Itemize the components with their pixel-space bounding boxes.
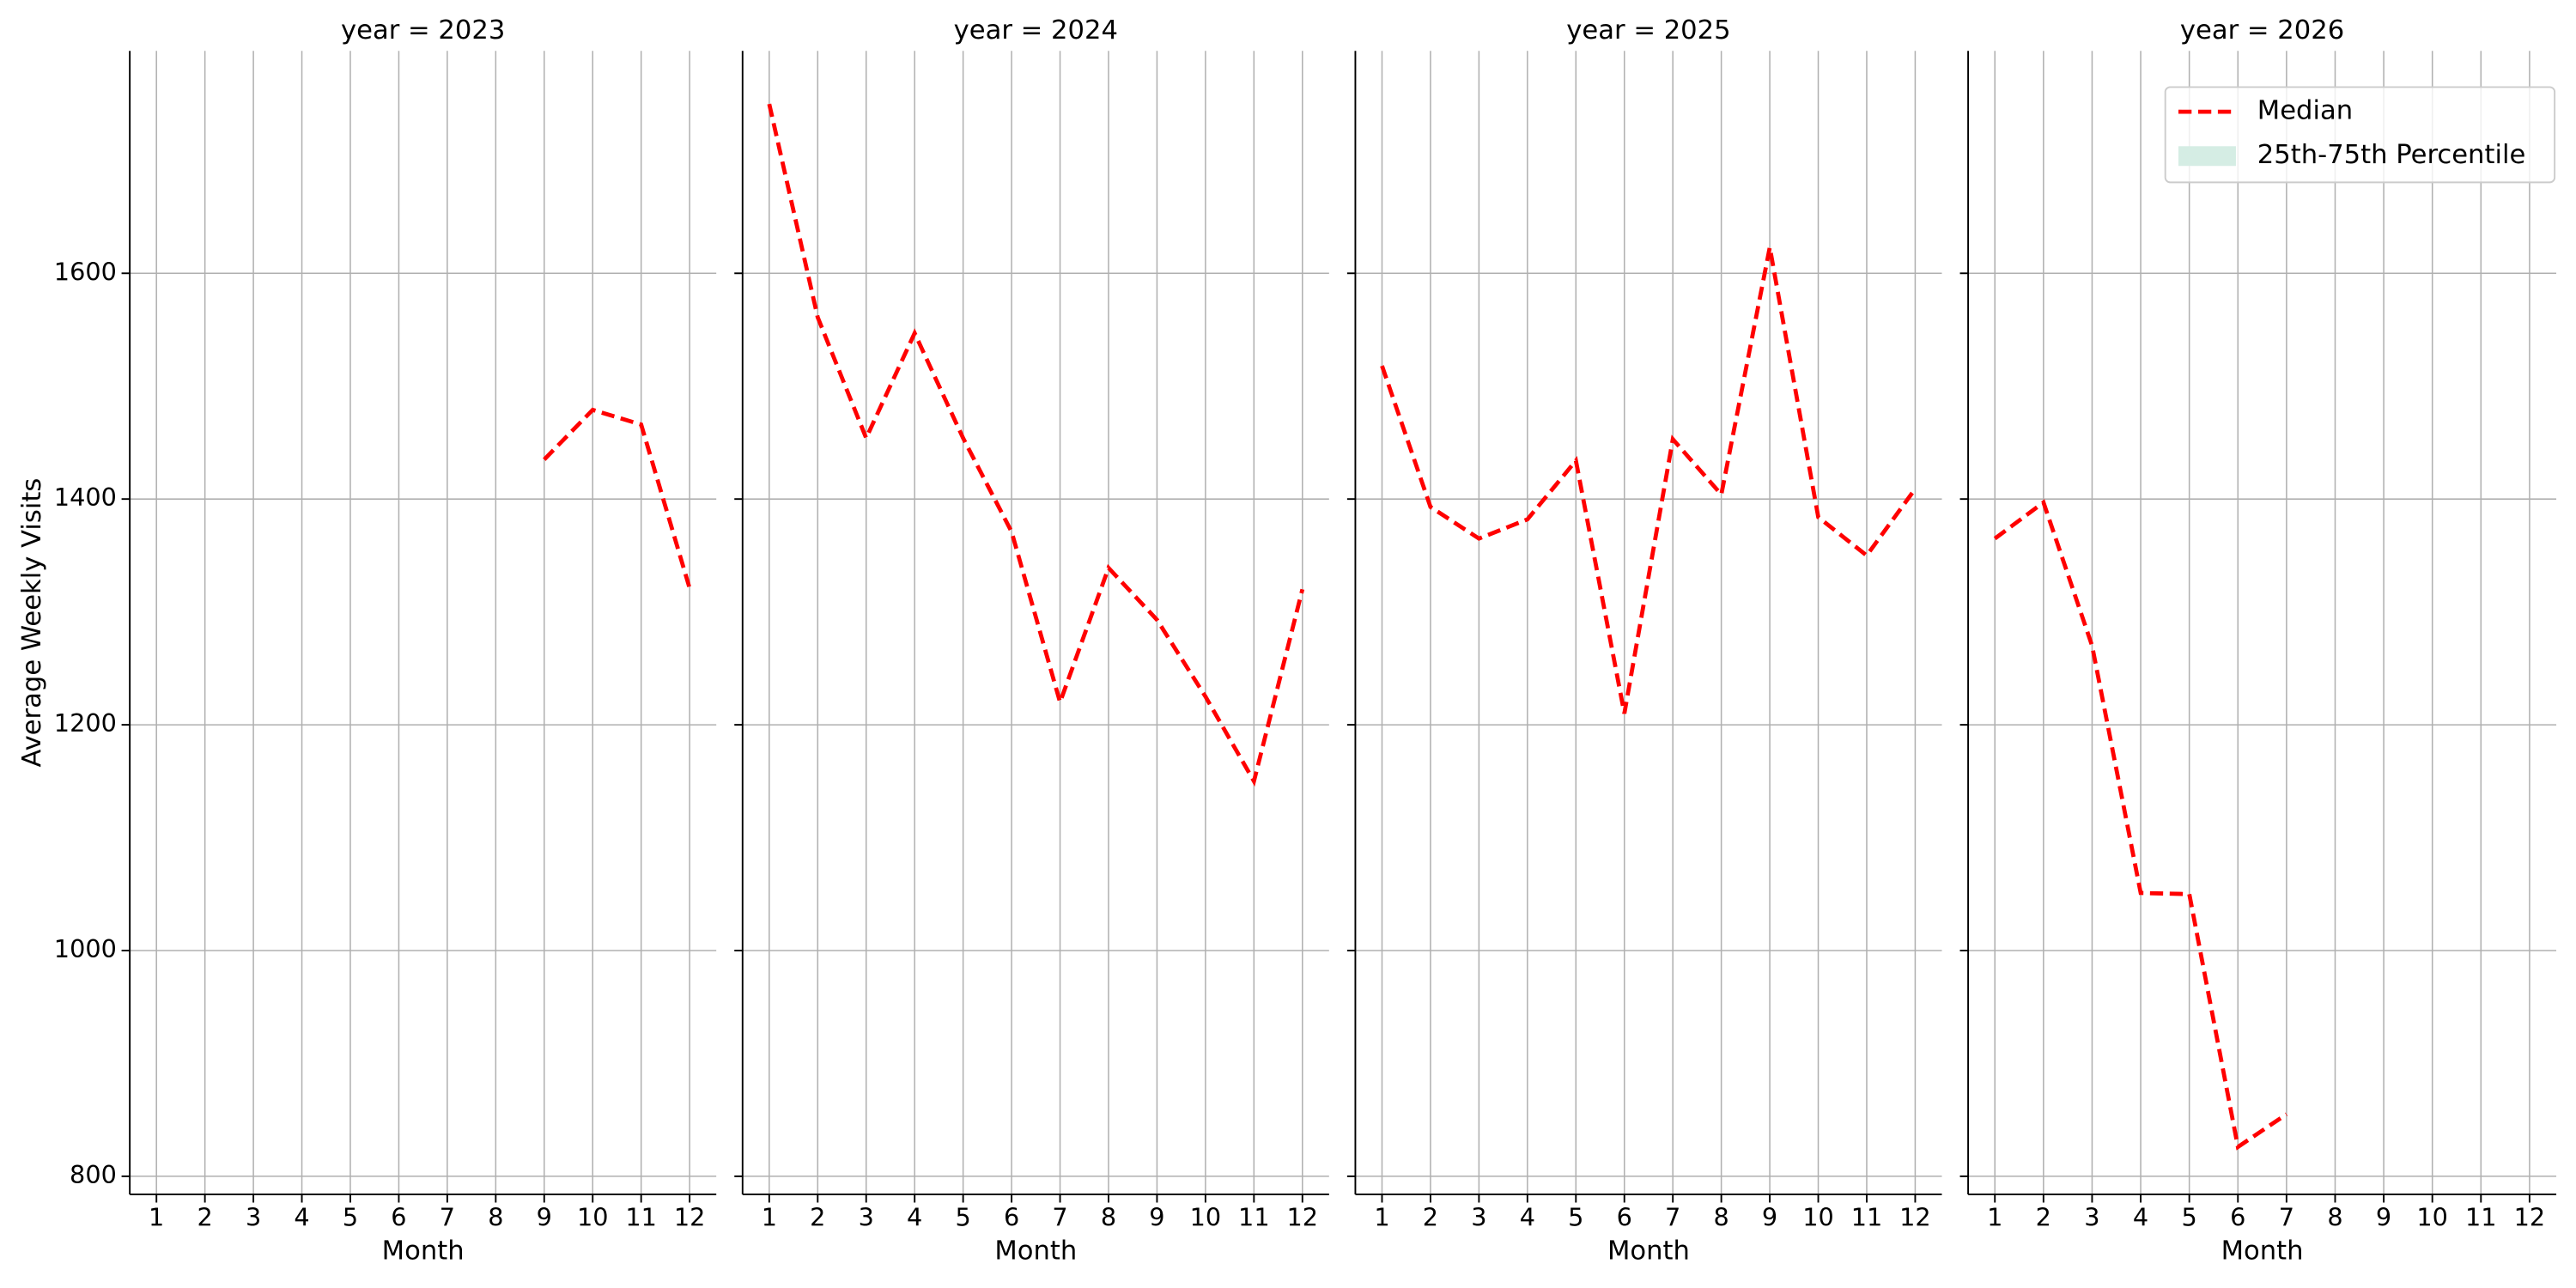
x-tick-label: 1 <box>1987 1203 2002 1232</box>
x-tick-label: 4 <box>1520 1203 1535 1232</box>
x-tick-label: 4 <box>907 1203 922 1232</box>
x-tick-label: 3 <box>246 1203 261 1232</box>
x-tick-label: 8 <box>1714 1203 1729 1232</box>
x-tick-label: 3 <box>859 1203 874 1232</box>
x-tick-label: 6 <box>1617 1203 1632 1232</box>
x-tick-label: 5 <box>343 1203 358 1232</box>
x-tick-label: 12 <box>1899 1203 1931 1232</box>
y-tick-label: 800 <box>70 1160 117 1189</box>
x-tick-label: 10 <box>1802 1203 1834 1232</box>
legend-swatch <box>2178 146 2236 167</box>
y-tick-label: 1000 <box>54 934 117 963</box>
x-tick-label: 11 <box>1238 1203 1270 1232</box>
x-tick-label: 9 <box>537 1203 552 1232</box>
x-tick-label: 5 <box>956 1203 971 1232</box>
x-tick-label: 10 <box>1190 1203 1222 1232</box>
x-tick-label: 1 <box>149 1203 164 1232</box>
x-tick-label: 9 <box>1762 1203 1777 1232</box>
legend-label: Median <box>2257 96 2353 126</box>
x-tick-label: 8 <box>1101 1203 1116 1232</box>
x-tick-label: 3 <box>2084 1203 2099 1232</box>
panel-title: year = 2025 <box>1566 15 1730 46</box>
median-line <box>543 407 692 589</box>
x-tick-label: 2 <box>1423 1203 1438 1232</box>
x-tick-label: 12 <box>674 1203 706 1232</box>
y-axis-label: Average Weekly Visits <box>17 478 47 768</box>
x-axis-label: Month <box>2221 1236 2304 1266</box>
x-tick-label: 4 <box>294 1203 309 1232</box>
x-tick-label: 7 <box>2279 1203 2294 1232</box>
x-tick-label: 12 <box>2514 1203 2546 1232</box>
x-tick-label: 1 <box>762 1203 777 1232</box>
x-tick-label: 7 <box>440 1203 455 1232</box>
x-tick-label: 5 <box>1568 1203 1583 1232</box>
median-line <box>1380 246 1917 714</box>
median-line <box>767 103 1305 787</box>
x-tick-label: 8 <box>2327 1203 2342 1232</box>
y-tick-label: 1600 <box>54 257 117 286</box>
y-tick-label: 1400 <box>54 483 117 512</box>
median-line <box>1993 499 2288 1151</box>
x-tick-label: 10 <box>577 1203 609 1232</box>
x-tick-label: 6 <box>391 1203 406 1232</box>
x-tick-label: 11 <box>1851 1203 1883 1232</box>
x-axis-label: Month <box>382 1236 465 1266</box>
x-tick-label: 9 <box>1149 1203 1164 1232</box>
x-tick-label: 6 <box>1004 1203 1019 1232</box>
x-tick-label: 2 <box>2036 1203 2051 1232</box>
x-tick-label: 10 <box>2416 1203 2448 1232</box>
x-tick-label: 3 <box>1471 1203 1486 1232</box>
x-tick-label: 7 <box>1052 1203 1067 1232</box>
x-tick-label: 12 <box>1287 1203 1319 1232</box>
panel-title: year = 2026 <box>2180 15 2344 46</box>
x-axis-label: Month <box>1607 1236 1690 1266</box>
legend-label: 25th-75th Percentile <box>2257 140 2526 170</box>
x-axis-label: Month <box>994 1236 1077 1266</box>
x-tick-label: 8 <box>488 1203 503 1232</box>
y-tick-label: 1200 <box>54 708 117 738</box>
x-tick-label: 9 <box>2376 1203 2391 1232</box>
legend-box <box>2164 86 2556 184</box>
x-tick-label: 6 <box>2230 1203 2245 1232</box>
x-tick-label: 4 <box>2133 1203 2148 1232</box>
panel-title: year = 2023 <box>341 15 505 46</box>
panel-title: year = 2024 <box>954 15 1118 46</box>
x-tick-label: 2 <box>197 1203 213 1232</box>
x-tick-label: 5 <box>2182 1203 2197 1232</box>
x-tick-label: 11 <box>2465 1203 2497 1232</box>
x-tick-label: 11 <box>625 1203 657 1232</box>
x-tick-label: 7 <box>1665 1203 1680 1232</box>
x-tick-label: 2 <box>810 1203 825 1232</box>
x-tick-label: 1 <box>1374 1203 1389 1232</box>
